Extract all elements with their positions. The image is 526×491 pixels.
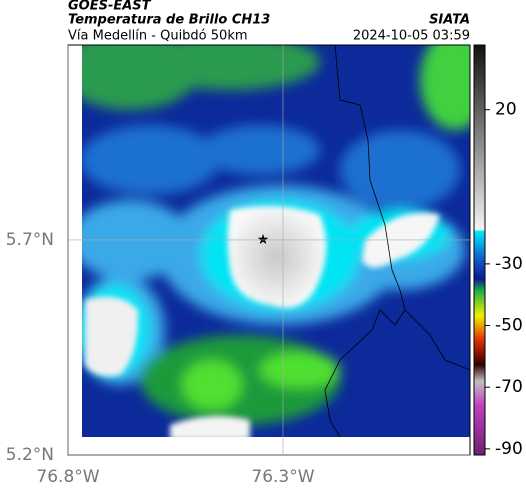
satellite-image: [82, 45, 470, 437]
x-tick-label: 76.3°W: [251, 467, 314, 487]
colorbar: [473, 44, 486, 456]
colorbar-tick-label: -70: [495, 377, 523, 397]
route: Vía Medellín - Quibdó 50km: [68, 29, 248, 44]
colorbar-tick-label: 20: [495, 100, 517, 120]
y-tick-label: 5.7°N: [6, 230, 54, 250]
timestamp: 2024-10-05 03:59: [353, 29, 470, 44]
x-tick-label: 76.8°W: [36, 467, 99, 487]
title: GOES-EAST: [68, 0, 152, 14]
subtitle: Temperatura de Brillo CH13: [68, 13, 270, 28]
source: SIATA: [429, 13, 470, 28]
colorbar-tick-label: -90: [495, 439, 523, 459]
y-tick-label: 5.2°N: [6, 445, 54, 465]
colorbar-tick-label: -30: [495, 254, 523, 274]
colorbar-tick-label: -50: [495, 316, 523, 336]
